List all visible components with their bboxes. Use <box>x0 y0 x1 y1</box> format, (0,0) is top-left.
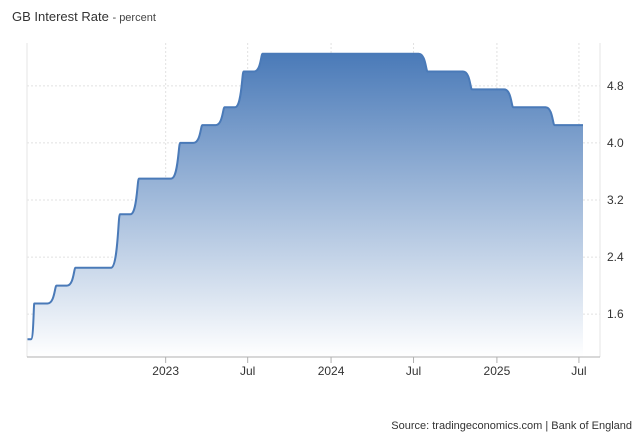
x-tick-label: Jul <box>571 364 586 378</box>
source-note: Source: tradingeconomics.com | Bank of E… <box>391 420 632 432</box>
chart-title-text: GB Interest Rate <box>12 9 109 24</box>
chart-subtitle: - percent <box>112 12 156 24</box>
x-tick-label: Jul <box>406 364 421 378</box>
x-tick-label: 2025 <box>484 364 511 378</box>
x-tick-label: 2023 <box>152 364 179 378</box>
chart-subtitle-text: percent <box>119 12 156 24</box>
rate-series-line <box>27 52 583 341</box>
y-tick-label: 2.4 <box>607 250 624 264</box>
y-tick-label: 3.2 <box>607 193 624 207</box>
x-tick-label: 2024 <box>318 364 345 378</box>
y-tick-label: 4.0 <box>607 136 624 150</box>
rate-area-fill <box>27 53 583 357</box>
y-tick-label: 4.8 <box>607 79 624 93</box>
chart-title: GB Interest Rate - percent <box>12 9 156 24</box>
y-tick-label: 1.6 <box>607 307 624 321</box>
x-tick-label: Jul <box>240 364 255 378</box>
axes: 1.6 2.4 3.2 4.0 4.8 2023 Jul 2024 Jul 2025 Jul <box>26 43 624 378</box>
